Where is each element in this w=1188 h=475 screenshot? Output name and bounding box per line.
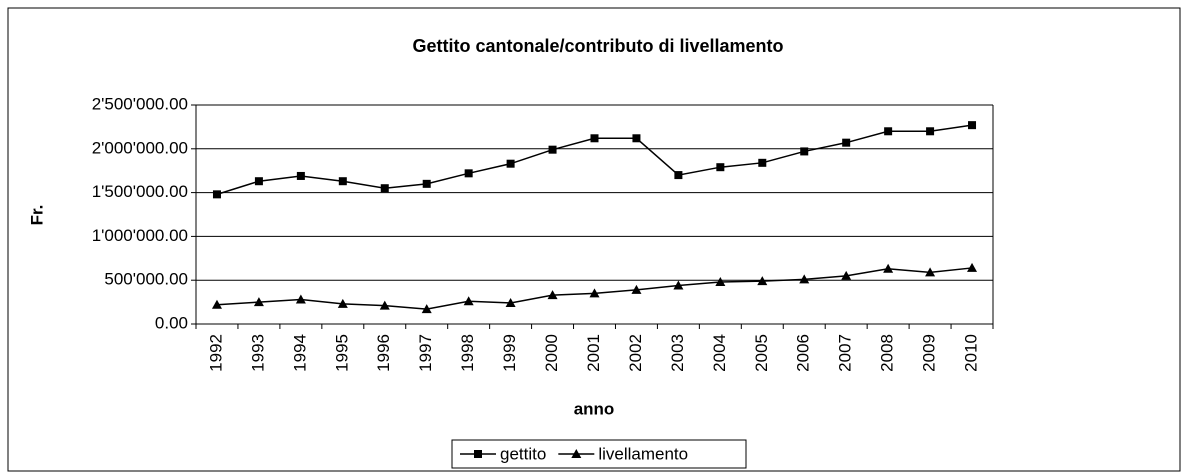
y-tick-label: 2'500'000.00 — [92, 94, 188, 113]
marker — [967, 262, 978, 272]
marker — [968, 121, 977, 130]
marker — [337, 298, 348, 308]
marker — [505, 297, 516, 307]
x-tick-label: 2005 — [752, 334, 771, 372]
x-tick-label: 2004 — [710, 334, 729, 372]
marker — [295, 294, 306, 304]
x-tick-label: 1994 — [290, 334, 309, 372]
marker — [925, 267, 936, 277]
legend-label: livellamento — [598, 444, 688, 463]
marker — [474, 450, 482, 458]
y-tick-label: 1'000'000.00 — [92, 226, 188, 245]
legend-label: gettito — [500, 444, 546, 463]
marker — [926, 127, 935, 136]
x-tick-label: 2008 — [878, 334, 897, 372]
marker — [296, 171, 305, 180]
x-tick-label: 1995 — [332, 334, 351, 372]
marker — [548, 145, 557, 154]
marker — [883, 263, 894, 273]
x-tick-label: 1992 — [206, 334, 225, 372]
x-tick-label: 2009 — [920, 334, 939, 372]
x-tick-label: 2007 — [836, 334, 855, 372]
marker — [799, 274, 810, 284]
marker — [758, 158, 767, 167]
x-tick-label: 1998 — [458, 334, 477, 372]
y-tick-label: 1'500'000.00 — [92, 182, 188, 201]
marker — [590, 134, 599, 143]
y-tick-label: 500'000.00 — [104, 270, 188, 289]
marker — [632, 134, 641, 143]
marker — [715, 276, 726, 286]
marker — [464, 169, 473, 178]
marker — [254, 177, 263, 186]
y-tick-label: 0.00 — [155, 313, 188, 332]
marker — [253, 297, 264, 307]
marker — [212, 190, 221, 199]
marker — [547, 290, 558, 300]
marker — [422, 179, 431, 188]
chart-title: Gettito cantonale/contributo di livellam… — [412, 36, 783, 56]
marker — [380, 184, 389, 193]
x-tick-label: 2001 — [584, 334, 603, 372]
x-tick-label: 1996 — [374, 334, 393, 372]
marker — [506, 159, 515, 168]
x-tick-label: 2010 — [962, 334, 981, 372]
marker — [589, 288, 600, 298]
y-tick-label: 2'000'000.00 — [92, 138, 188, 157]
marker — [463, 296, 474, 306]
marker — [884, 127, 893, 136]
x-tick-label: 2003 — [668, 334, 687, 372]
x-tick-label: 1999 — [500, 334, 519, 372]
marker — [338, 177, 347, 186]
x-axis-label: anno — [574, 399, 615, 418]
marker — [800, 147, 809, 156]
marker — [841, 270, 852, 280]
marker — [674, 171, 683, 180]
marker — [211, 299, 222, 309]
marker — [379, 300, 390, 310]
x-tick-label: 1997 — [416, 334, 435, 372]
marker — [673, 280, 684, 290]
chart-frame — [7, 7, 1181, 472]
x-tick-label: 2006 — [794, 334, 813, 372]
x-tick-label: 2002 — [626, 334, 645, 372]
legend — [451, 439, 747, 469]
marker — [631, 284, 642, 294]
y-axis-label: Fr. — [27, 205, 46, 226]
marker — [716, 163, 725, 172]
marker — [571, 449, 582, 458]
x-tick-label: 1993 — [248, 334, 267, 372]
marker — [757, 276, 768, 286]
x-tick-label: 2000 — [542, 334, 561, 372]
marker — [842, 138, 851, 147]
marker — [421, 304, 432, 314]
